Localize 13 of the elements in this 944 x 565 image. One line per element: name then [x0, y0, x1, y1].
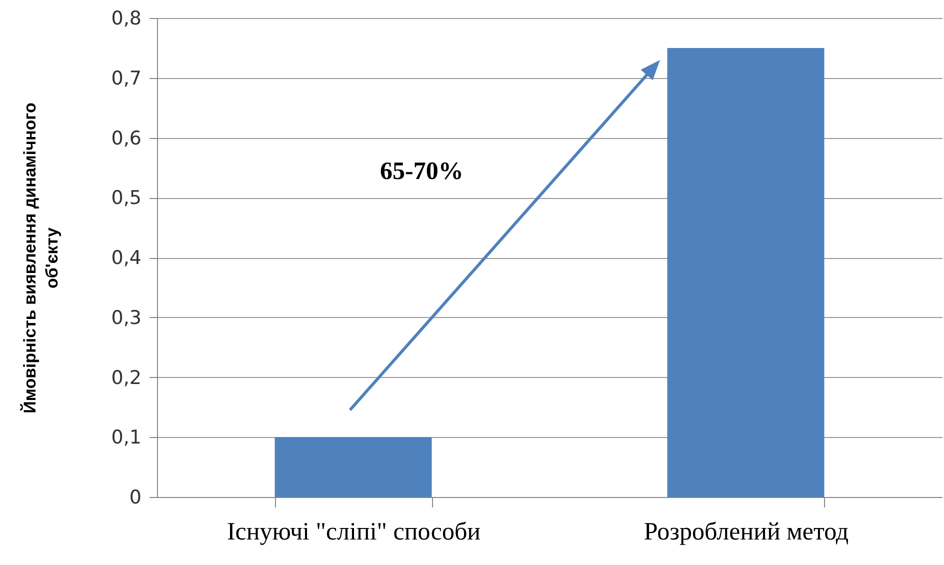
annotation: 65-70% [380, 158, 464, 186]
y-axis-title: Ймовірність виявлення динамічного об'єкту [19, 102, 62, 414]
y-tick-label: 0,7 [111, 67, 142, 90]
y-tick-label: 0,3 [111, 306, 142, 329]
y-tick-label: 0,5 [111, 187, 142, 210]
y-tick-label: 0,4 [111, 247, 142, 269]
y-tick-label: 0,8 [111, 8, 142, 30]
x-tick-label: Існуючі "сліпі" способи [226, 518, 481, 546]
y-tick-label: 0 [129, 486, 142, 508]
x-tick-label: Розроблений метод [644, 518, 849, 546]
y-tick-label: 0,2 [111, 366, 142, 389]
y-tick-label: 0,1 [111, 426, 142, 449]
y-tick-label: 0,6 [111, 127, 142, 150]
